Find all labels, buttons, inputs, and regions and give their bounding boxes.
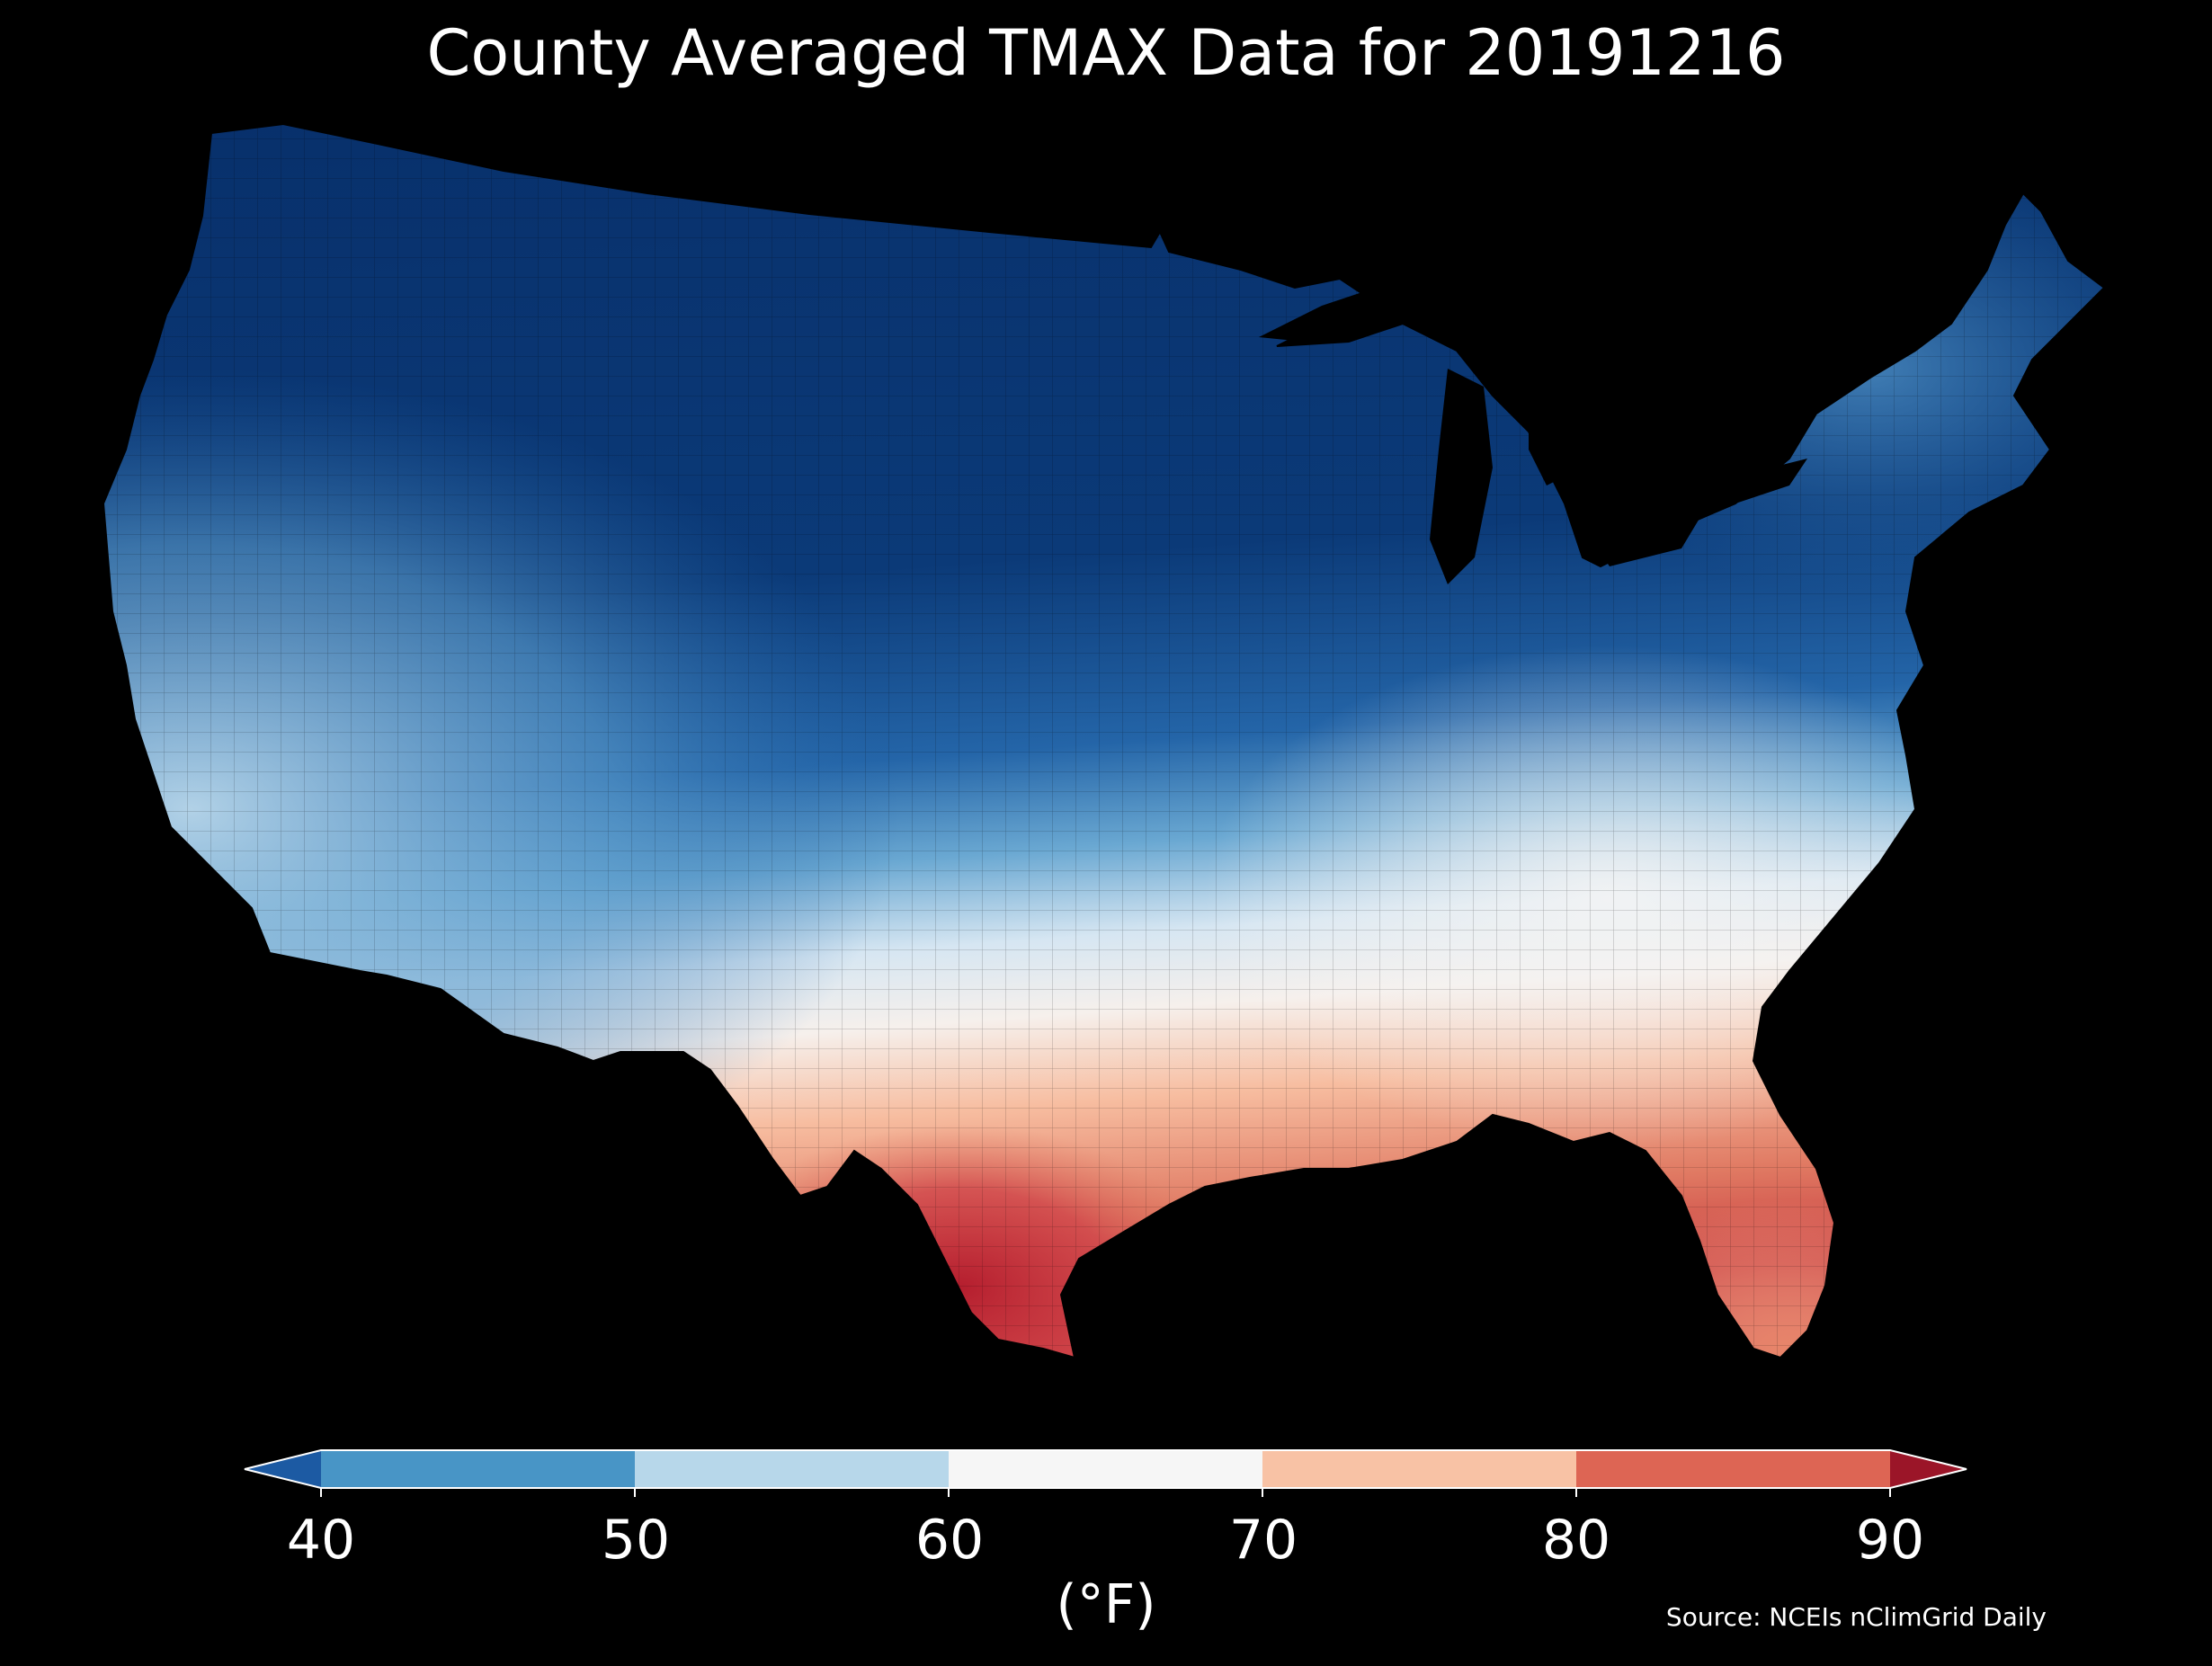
colorbar-bin (635, 1450, 950, 1488)
colorbar-bin (321, 1450, 636, 1488)
colorbar-unit-label: (°F) (1056, 1573, 1156, 1636)
colorbar-extend-low (245, 1450, 321, 1488)
colorbar-bin (1576, 1450, 1891, 1488)
colorbar-extend-high (1890, 1450, 1967, 1488)
colorbar-bin (1262, 1450, 1577, 1488)
colorbar-tick-label: 40 (286, 1509, 356, 1572)
us-county-map (103, 123, 2105, 1359)
colorbar-tick-label: 50 (601, 1509, 671, 1572)
colorbar-tick-label: 90 (1855, 1509, 1925, 1572)
colorbar-tick-label: 80 (1541, 1509, 1611, 1572)
great-lakes (1259, 288, 1807, 584)
colorbar (244, 1449, 1967, 1497)
colorbar-tick-label: 70 (1228, 1509, 1298, 1572)
colorbar-tick-label: 60 (914, 1509, 985, 1572)
source-credit: Source: NCEIs nClimGrid Daily (1665, 1602, 2047, 1632)
colorbar-bin (949, 1450, 1263, 1488)
map-title: County Averaged TMAX Data for 20191216 (426, 16, 1786, 90)
